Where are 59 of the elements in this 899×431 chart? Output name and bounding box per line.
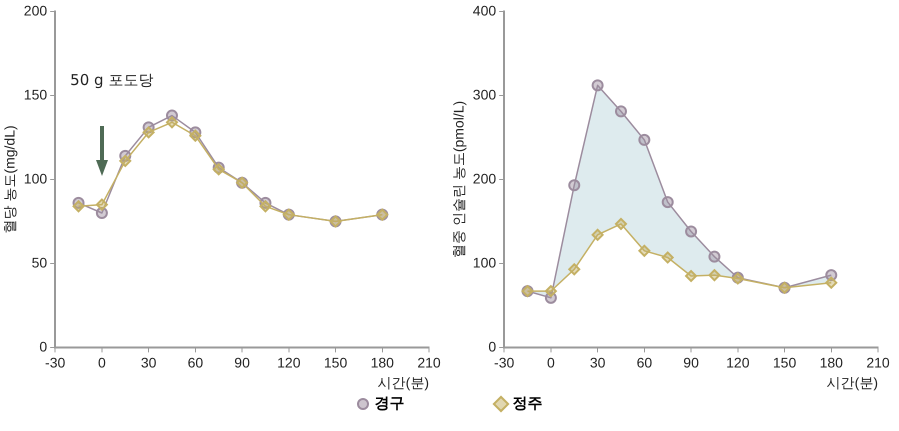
legend-label: 경구 [374,394,404,413]
x-tick-label: 30 [590,354,606,371]
point [685,270,698,282]
x-tick-label: 0 [98,354,106,371]
y-tick-label: 100 [472,254,496,270]
point [685,225,698,238]
x-tick-label: -30 [45,354,66,371]
y-tick-label: 300 [472,86,496,102]
point [142,126,155,138]
y-axis-title: 혈중 인슐린 농도(pmol/L) [450,100,466,258]
point [568,263,580,276]
x-tick-label: 90 [234,354,250,371]
y-tick-label: 150 [24,86,48,102]
point [72,200,85,212]
y-tick-label: 200 [472,170,496,186]
y-tick-label: 400 [472,2,496,18]
x-tick-label: -30 [494,354,514,371]
point [638,134,650,146]
point [638,244,650,257]
point [614,105,627,118]
x-tick-label: 90 [683,354,700,371]
x-axis-title: 시간(분) [378,374,429,390]
point [592,228,604,241]
point [96,198,108,211]
x-tick-label: 60 [636,354,652,371]
point [189,130,202,142]
x-tick-label: 0 [546,354,555,371]
y-tick-label: 0 [488,338,496,354]
legend-label: 정주 [512,394,542,413]
y-tick-label: 200 [24,2,48,18]
x-tick-label: 150 [324,354,348,371]
x-tick-label: 120 [726,354,750,371]
point [166,116,178,128]
point [259,200,272,212]
point [662,252,674,264]
point [825,276,838,289]
x-tick-label: 150 [772,354,796,371]
point [614,218,627,230]
x-axis-title: 시간(분) [826,374,878,390]
x-tick-label: 180 [820,354,844,371]
x-tick-label: 30 [140,354,157,371]
x-tick-label: 210 [866,354,890,371]
point [119,154,132,167]
x-tick-label: 210 [417,354,441,371]
x-tick-label: 180 [370,354,394,371]
annotation: 50 g 포도당 [70,71,154,90]
x-tick-label: 60 [188,354,204,371]
point [592,79,604,92]
point [708,250,720,263]
point [568,179,580,192]
y-tick-label: 100 [24,170,48,186]
x-tick-label: 120 [277,354,301,371]
point [544,285,557,298]
point [708,269,720,282]
y-axis-title: 혈당 농도(mg/dL) [1,125,18,234]
y-tick-label: 0 [39,338,48,354]
y-tick-label: 50 [32,254,48,270]
point [662,196,674,208]
point [96,207,108,219]
